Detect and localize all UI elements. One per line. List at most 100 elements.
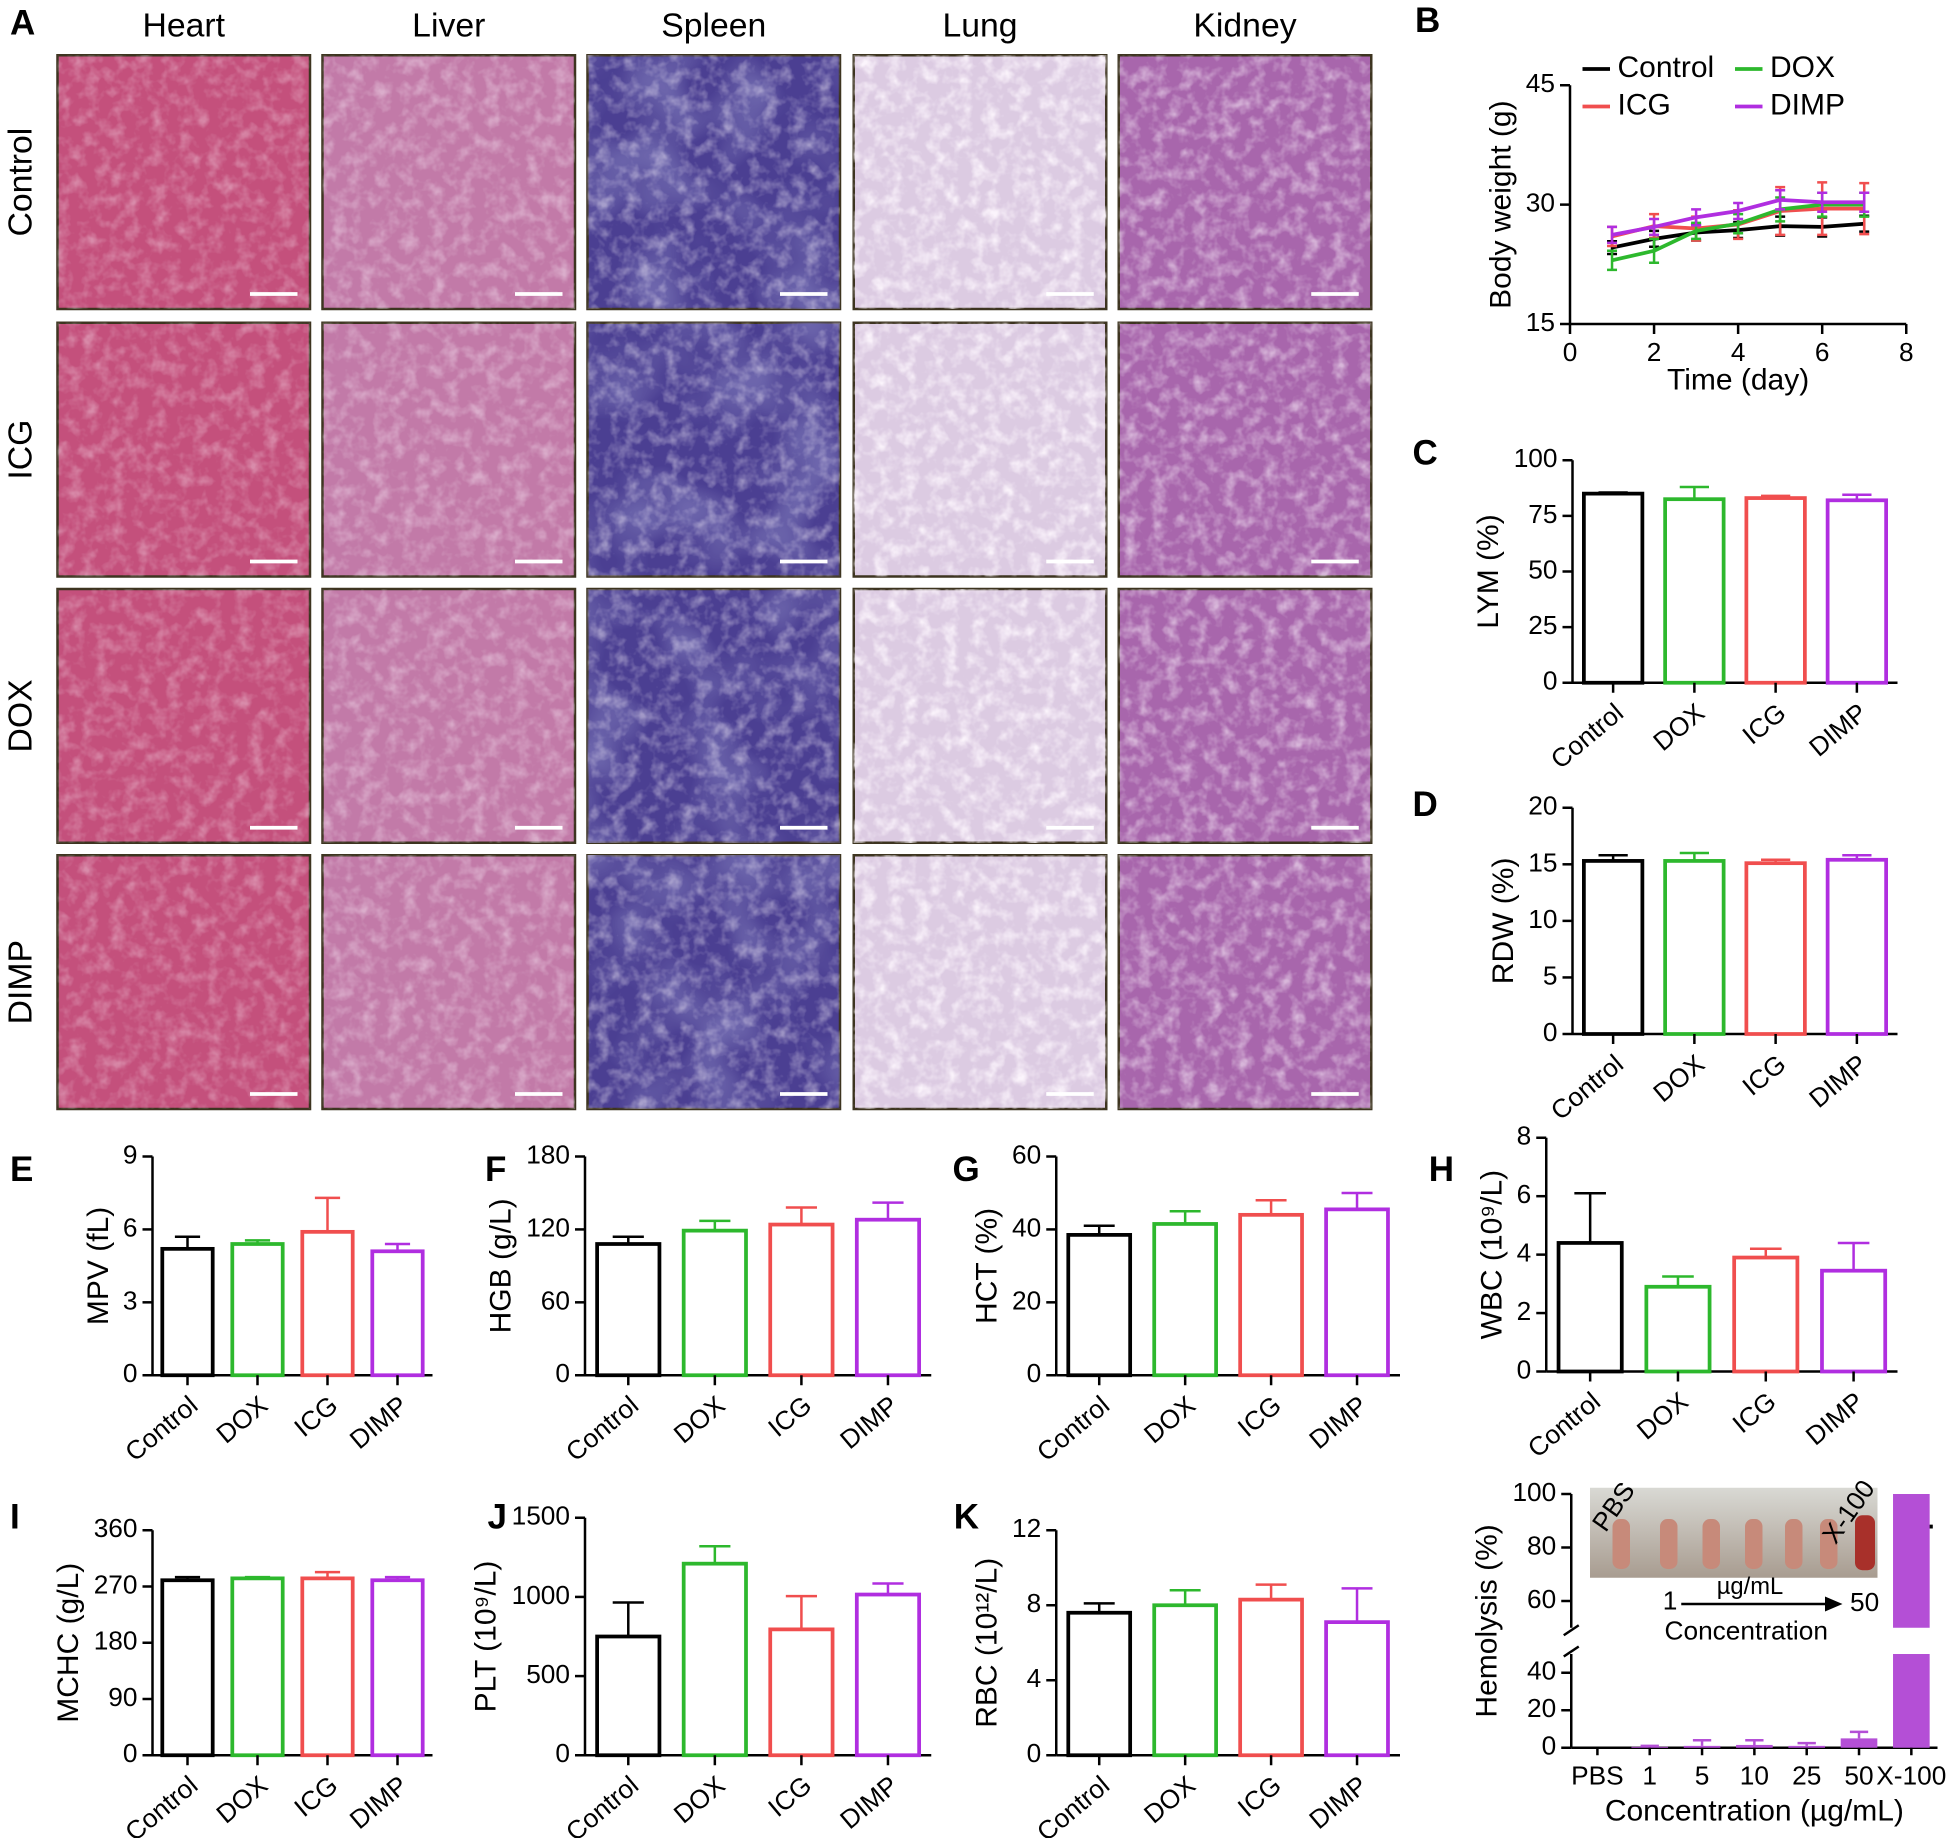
y-tick-label: 0 <box>1517 1354 1532 1384</box>
error-bar <box>1761 858 1791 864</box>
tissue-texture <box>322 589 575 843</box>
legend-label: Control <box>1618 51 1715 84</box>
x-tick-label: DOX <box>210 1770 273 1830</box>
bar <box>1840 1738 1878 1748</box>
error-bar <box>612 1601 644 1637</box>
hemolysis-photo <box>1590 1487 1878 1612</box>
y-axis-label: MPV (fL) <box>82 1207 115 1325</box>
error-bar <box>384 1242 411 1252</box>
group-label: Control <box>1 128 39 237</box>
y-tick-label: 40 <box>1012 1212 1041 1242</box>
x-tick-label: 10 <box>1740 1761 1769 1791</box>
error-bar <box>699 1219 731 1231</box>
panel-label: A <box>10 4 35 43</box>
y-tick-label: 60 <box>1527 1584 1556 1614</box>
organ-header: Spleen <box>661 7 766 45</box>
x-tick-label: Control <box>1545 697 1629 774</box>
y-tick-label: 4 <box>1027 1663 1042 1693</box>
error-bar <box>785 1594 817 1630</box>
bar <box>768 1627 835 1758</box>
bar <box>1788 1745 1826 1748</box>
x-tick-label: DOX <box>668 1770 731 1830</box>
error-bar <box>612 1235 644 1244</box>
error-bar <box>1341 1587 1373 1623</box>
y-tick-label: 0 <box>1027 1358 1042 1388</box>
tissue-texture <box>322 322 575 577</box>
y-tick-label: 0 <box>1543 1017 1558 1047</box>
bar <box>854 1217 922 1378</box>
y-tick-label: 0 <box>1542 1731 1557 1761</box>
legend-label: ICG <box>1618 88 1671 121</box>
y-tick-label: 60 <box>541 1285 570 1315</box>
error-bar <box>1649 237 1660 264</box>
x-tick-label: Control <box>560 1770 644 1838</box>
error-bar <box>1775 189 1786 211</box>
tissue-texture <box>57 589 310 843</box>
group-label: DOX <box>1 679 39 752</box>
bar <box>1744 496 1807 685</box>
error-bar <box>244 1239 271 1244</box>
error-bar <box>1679 851 1709 861</box>
error-bar <box>1817 191 1828 214</box>
x-tick-label: 50 <box>1844 1761 1873 1791</box>
bar <box>1663 497 1726 685</box>
y-tick-label: 0 <box>123 1358 138 1388</box>
x-axis-label: Time (day) <box>1667 363 1809 396</box>
y-tick-label: 1500 <box>512 1501 570 1531</box>
error-bar <box>1859 191 1870 214</box>
bar <box>681 1228 748 1378</box>
y-tick-label: 0 <box>1543 666 1558 696</box>
x-tick-label: DOX <box>1138 1390 1201 1450</box>
x-tick-label: DOX <box>1647 697 1710 757</box>
tissue-texture <box>587 55 840 309</box>
tissue-texture <box>1118 855 1372 1109</box>
error-bar <box>1341 1191 1373 1210</box>
y-tick-label: 2 <box>1517 1296 1532 1326</box>
x-tick-label: DOX <box>1138 1770 1201 1830</box>
error-bar <box>699 1545 731 1564</box>
bar <box>1152 1222 1218 1378</box>
y-tick-label: 20 <box>1528 791 1557 821</box>
x-tick-label: DIMP <box>344 1390 414 1455</box>
error-bar <box>1679 485 1709 500</box>
y-tick-label: 0 <box>1027 1738 1042 1768</box>
y-tick-label: 0 <box>555 1738 570 1768</box>
error-bar <box>1598 491 1628 494</box>
bar <box>1732 1255 1800 1374</box>
inset-label: µg/mL <box>1717 1573 1783 1600</box>
error-bar <box>1255 1199 1287 1215</box>
y-tick-label: 3 <box>123 1285 138 1315</box>
y-tick-label: 6 <box>123 1212 138 1242</box>
panel-label: K <box>954 1497 979 1536</box>
bar <box>854 1592 922 1758</box>
bar <box>1644 1284 1712 1374</box>
x-tick-label: 0 <box>1563 337 1578 367</box>
y-tick-label: 8 <box>1517 1121 1532 1151</box>
x-tick-label: 1 <box>1642 1761 1657 1791</box>
x-tick-label: DIMP <box>1800 1386 1870 1451</box>
x-tick-label: Control <box>119 1390 203 1467</box>
y-tick-label: 6 <box>1517 1179 1532 1209</box>
x-tick-label: DIMP <box>834 1770 904 1835</box>
bar <box>1152 1603 1218 1758</box>
y-axis-label: Body weight (g) <box>1484 100 1517 308</box>
y-axis-label: MCHC (g/L) <box>52 1563 85 1723</box>
x-tick-label: ICG <box>1736 697 1791 750</box>
error-bar <box>1692 1739 1712 1746</box>
y-axis-label: WBC (10⁹/L) <box>1476 1170 1509 1340</box>
y-tick-label: 0 <box>123 1738 138 1768</box>
group-label: DIMP <box>1 940 39 1024</box>
x-axis-label: Concentration (µg/mL) <box>1605 1795 1904 1828</box>
error-bar <box>1169 1589 1201 1606</box>
bar <box>1893 1654 1930 1748</box>
error-bar <box>1640 1744 1659 1748</box>
y-tick-label: 15 <box>1528 847 1557 877</box>
bar <box>230 1242 285 1378</box>
tissue-texture <box>322 55 575 309</box>
tissue-texture <box>587 589 840 843</box>
error-bar <box>1733 201 1744 221</box>
inset-label: 50 <box>1850 1587 1879 1617</box>
panel-label: I <box>10 1497 20 1536</box>
tissue-texture <box>1118 589 1372 843</box>
y-tick-label: 180 <box>526 1139 570 1169</box>
